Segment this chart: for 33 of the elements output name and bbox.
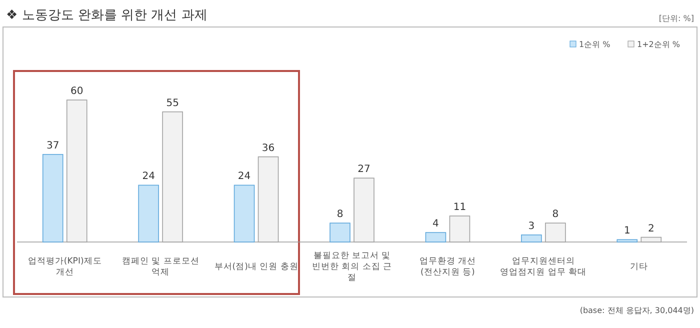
bar [234, 184, 255, 242]
data-label: 2 [648, 223, 654, 234]
data-label: 36 [262, 142, 275, 154]
x-tick-label: 불필요한 보고서 및 빈번한 회의 소집 근 절 [312, 251, 392, 283]
data-label: 27 [358, 164, 370, 176]
x-tick-label: 기타 [630, 262, 648, 272]
x-tick-label: 업적평가(KPI)제도 개선 [28, 256, 102, 278]
bar [330, 222, 350, 242]
chart-title: ❖ 노동강도 완화를 위한 개선 과제 [6, 8, 208, 23]
data-label: 11 [453, 202, 466, 213]
data-label: 1 [624, 226, 630, 237]
data-label: 24 [142, 171, 155, 182]
legend-label: 1+2순위 % [637, 40, 680, 49]
data-label: 55 [166, 98, 179, 109]
data-label: 37 [46, 140, 60, 152]
text: (base: 전체 응답자, 30,044명) [580, 306, 694, 315]
x-tick-label: 캠페인 및 프로모션 억제 [122, 256, 200, 278]
bar [42, 154, 64, 242]
text: [단위: %] [658, 14, 694, 23]
x-tick-label: 부서(점)내 인원 충원 [214, 262, 298, 272]
bar [425, 232, 446, 242]
bar [138, 184, 159, 242]
x-tick-label: 업무지원센터의 영업점지원 업무 확대 [500, 256, 587, 278]
data-label: 3 [528, 220, 535, 232]
data-label: 8 [336, 209, 344, 220]
x-tick-label: 업무환경 개선 (전산지원 등) [419, 256, 476, 278]
bar [521, 234, 542, 242]
bar [616, 239, 638, 242]
legend-label: 1순위 % [579, 40, 611, 49]
data-label: 8 [552, 209, 559, 220]
data-label: 4 [432, 218, 439, 230]
data-label: 60 [70, 86, 84, 97]
data-label: 24 [238, 171, 251, 182]
